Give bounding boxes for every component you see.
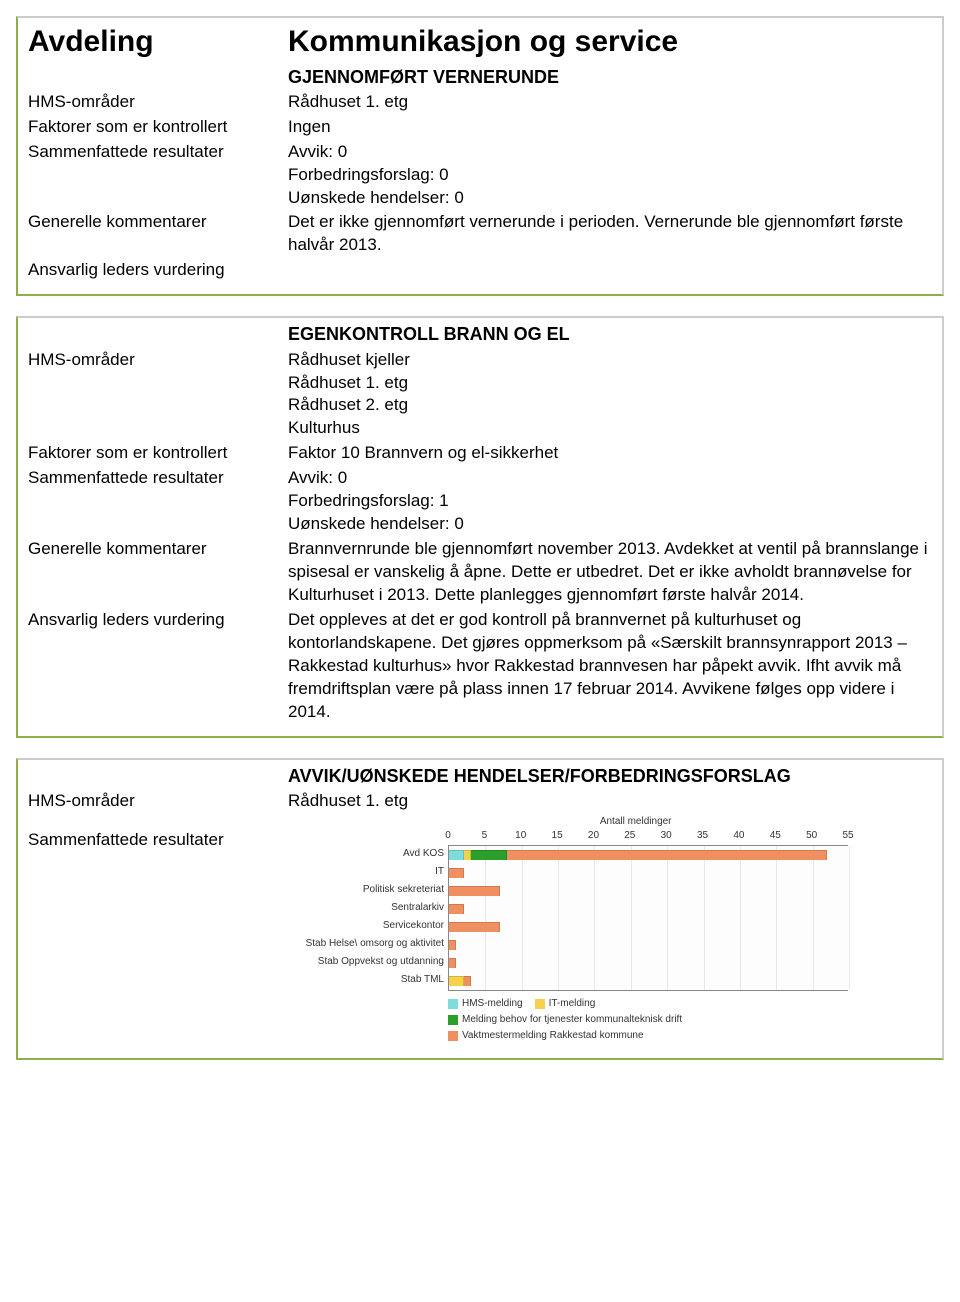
chart-category-label: Stab Oppvekst og utdanning — [288, 953, 448, 971]
generelle-value: Det er ikke gjennomført vernerunde i per… — [288, 211, 932, 257]
sammen-value: Avvik: 0 Forbedringsforslag: 0 Uønskede … — [288, 141, 932, 210]
hms-line: Rådhuset kjeller — [288, 349, 932, 372]
ansvarlig-label: Ansvarlig leders vurdering — [28, 609, 288, 632]
chart-xtick: 35 — [697, 829, 708, 843]
chart-xtick: 5 — [482, 829, 488, 843]
faktorer-label: Faktorer som er kontrollert — [28, 116, 288, 139]
chart-legend-item: Melding behov for tjenester kommunaltekn… — [448, 1013, 682, 1027]
chart-bar-row — [449, 954, 848, 972]
chart-bar-row — [449, 900, 848, 918]
generelle-label: Generelle kommentarer — [28, 211, 288, 234]
chart-bar-row — [449, 918, 848, 936]
chart-bar-segment — [449, 850, 464, 860]
hms-label: HMS-områder — [28, 91, 288, 114]
chart-bar-segment — [449, 922, 500, 932]
chart-bar-row — [449, 972, 848, 990]
avdeling-label: Avdeling — [28, 22, 288, 63]
chart-category-label: Stab TML — [288, 971, 448, 989]
chart-bar-row — [449, 846, 848, 864]
chart-category-label: Stab Helse\ omsorg og aktivitet — [288, 935, 448, 953]
chart-bar-segment — [507, 850, 827, 860]
chart-legend-item: Vaktmestermelding Rakkestad kommune — [448, 1029, 644, 1043]
chart-legend-label: Vaktmestermelding Rakkestad kommune — [462, 1029, 644, 1043]
chart-legend-item: IT-melding — [535, 997, 596, 1011]
faktorer-value: Faktor 10 Brannvern og el-sikkerhet — [288, 442, 932, 465]
chart-bar-row — [449, 882, 848, 900]
chart-bar-row — [449, 936, 848, 954]
chart-xtick: 25 — [624, 829, 635, 843]
ansvarlig-value: Det oppleves at det er god kontroll på b… — [288, 609, 932, 724]
section-avvik: AVVIK/UØNSKEDE HENDELSER/FORBEDRINGSFORS… — [16, 758, 944, 1060]
ansvarlig-label: Ansvarlig leders vurdering — [28, 259, 288, 282]
chart-category-label: Sentralarkiv — [288, 899, 448, 917]
section-egenkontroll: EGENKONTROLL BRANN OG EL HMS-områder Råd… — [16, 316, 944, 737]
section-vernerunde: Avdeling Kommunikasjon og service GJENNO… — [16, 16, 944, 296]
chart-bar-segment — [471, 850, 507, 860]
sammen-line: Forbedringsforslag: 1 — [288, 490, 932, 513]
chart-xtick: 20 — [588, 829, 599, 843]
chart-bar-segment — [449, 904, 464, 914]
chart-category-label: Politisk sekreteriat — [288, 881, 448, 899]
generelle-value: Brannvernrunde ble gjennomført november … — [288, 538, 932, 607]
chart-category-label: IT — [288, 863, 448, 881]
chart-legend-label: HMS-melding — [462, 997, 523, 1011]
chart-legend: HMS-melding IT-melding Melding behov for t… — [288, 997, 848, 1046]
hms-value: Rådhuset 1. etg — [288, 91, 932, 114]
section-subtitle: AVVIK/UØNSKEDE HENDELSER/FORBEDRINGSFORS… — [288, 764, 932, 788]
hms-line: Rådhuset 2. etg — [288, 394, 932, 417]
hms-value: Rådhuset kjeller Rådhuset 1. etg Rådhuse… — [288, 349, 932, 441]
hms-line: Rådhuset 1. etg — [288, 372, 932, 395]
sammen-label: Sammenfattede resultater — [28, 829, 288, 852]
chart-legend-item: HMS-melding — [448, 997, 523, 1011]
chart-xtick: 0 — [445, 829, 451, 843]
faktorer-label: Faktorer som er kontrollert — [28, 442, 288, 465]
chart-xtick: 15 — [552, 829, 563, 843]
chart-xtick: 45 — [770, 829, 781, 843]
chart-bar-segment — [449, 976, 464, 986]
chart-bar-segment — [449, 886, 500, 896]
department-title: Kommunikasjon og service — [288, 22, 932, 63]
chart-xtick: 10 — [515, 829, 526, 843]
chart-bar-segment — [449, 958, 456, 968]
chart-category-label: Servicekontor — [288, 917, 448, 935]
hms-label: HMS-områder — [28, 790, 288, 813]
sammen-label: Sammenfattede resultater — [28, 467, 288, 490]
chart-bar-segment — [449, 940, 456, 950]
chart-bar-row — [449, 864, 848, 882]
section-subtitle: EGENKONTROLL BRANN OG EL — [288, 322, 932, 346]
chart-xtick: 40 — [733, 829, 744, 843]
chart-category-label: Avd KOS — [288, 845, 448, 863]
chart-bar-segment — [464, 850, 471, 860]
chart-legend-label: IT-melding — [549, 997, 596, 1011]
hms-line: Kulturhus — [288, 417, 932, 440]
sammen-value: Avvik: 0 Forbedringsforslag: 1 Uønskede … — [288, 467, 932, 536]
chart-legend-label: Melding behov for tjenester kommunaltekn… — [462, 1013, 682, 1027]
hms-label: HMS-områder — [28, 349, 288, 372]
faktorer-value: Ingen — [288, 116, 932, 139]
chart-xaxis-title: Antall meldinger — [600, 815, 672, 829]
sammen-line: Uønskede hendelser: 0 — [288, 187, 932, 210]
chart-bar-segment — [449, 868, 464, 878]
chart-container: Antall meldinger0510152025303540455055Av… — [288, 829, 932, 1046]
sammen-line: Forbedringsforslag: 0 — [288, 164, 932, 187]
generelle-label: Generelle kommentarer — [28, 538, 288, 561]
chart-xtick: 30 — [661, 829, 672, 843]
sammen-line: Avvik: 0 — [288, 141, 932, 164]
sammen-label: Sammenfattede resultater — [28, 141, 288, 164]
chart-bar-segment — [464, 976, 471, 986]
sammen-line: Uønskede hendelser: 0 — [288, 513, 932, 536]
sammen-line: Avvik: 0 — [288, 467, 932, 490]
hms-value: Rådhuset 1. etg — [288, 790, 932, 813]
chart-xtick: 50 — [806, 829, 817, 843]
section-subtitle: GJENNOMFØRT VERNERUNDE — [288, 65, 932, 89]
chart-xtick: 55 — [842, 829, 853, 843]
